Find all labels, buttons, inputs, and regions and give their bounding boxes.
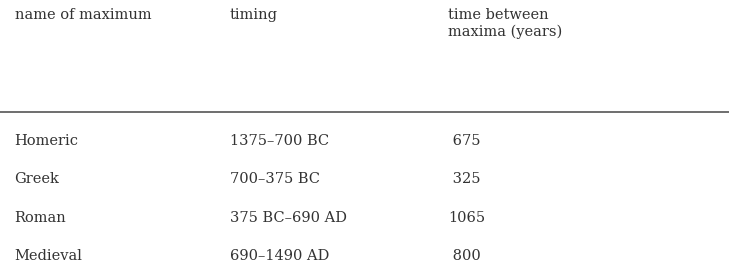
Text: Medieval: Medieval — [15, 249, 82, 263]
Text: Greek: Greek — [15, 172, 60, 186]
Text: 690–1490 AD: 690–1490 AD — [230, 249, 329, 263]
Text: Homeric: Homeric — [15, 134, 79, 148]
Text: name of maximum: name of maximum — [15, 8, 151, 22]
Text: 675: 675 — [448, 134, 481, 148]
Text: 700–375 BC: 700–375 BC — [230, 172, 319, 186]
Text: Roman: Roman — [15, 211, 66, 225]
Text: time between
maxima (years): time between maxima (years) — [448, 8, 563, 39]
Text: 325: 325 — [448, 172, 481, 186]
Text: 1065: 1065 — [448, 211, 486, 225]
Text: 1375–700 BC: 1375–700 BC — [230, 134, 329, 148]
Text: 800: 800 — [448, 249, 481, 263]
Text: timing: timing — [230, 8, 278, 22]
Text: 375 BC–690 AD: 375 BC–690 AD — [230, 211, 346, 225]
